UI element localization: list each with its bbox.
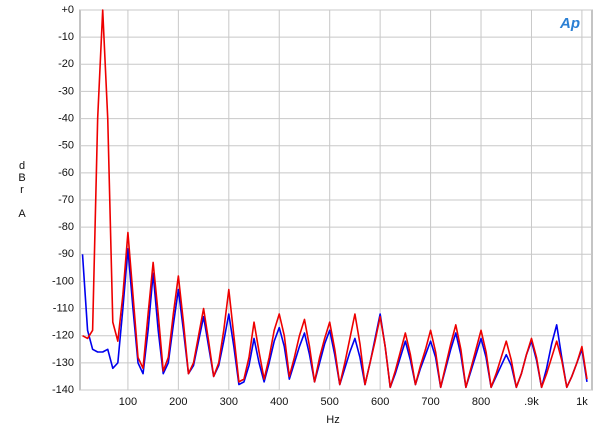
y-tick-label: -100	[52, 275, 74, 287]
x-tick-label: 500	[321, 396, 339, 408]
x-tick-label: 300	[220, 396, 238, 408]
y-tick-label: -140	[52, 384, 74, 396]
x-tick-label: 600	[371, 396, 389, 408]
x-axis-label: Hz	[326, 414, 339, 426]
y-tick-label: -20	[58, 58, 74, 70]
y-tick-label: -90	[58, 248, 74, 260]
x-tick-label: 400	[270, 396, 288, 408]
y-tick-label: -30	[58, 85, 74, 97]
y-tick-label: -50	[58, 140, 74, 152]
x-tick-label: 700	[421, 396, 439, 408]
x-tick-label: 200	[169, 396, 187, 408]
y-axis-label: dBr A	[16, 160, 28, 220]
x-tick-label: 100	[119, 396, 137, 408]
y-tick-label: -60	[58, 167, 74, 179]
y-tick-label: -130	[52, 357, 74, 369]
x-tick-label: .9k	[524, 396, 539, 408]
x-tick-label: 1k	[576, 396, 588, 408]
y-tick-label: +0	[61, 4, 74, 16]
y-tick-label: -40	[58, 112, 74, 124]
y-tick-label: -10	[58, 31, 74, 43]
y-tick-label: -120	[52, 330, 74, 342]
x-tick-label: 800	[472, 396, 490, 408]
logo: Ap	[559, 15, 580, 32]
y-tick-label: -80	[58, 221, 74, 233]
series-line	[82, 9, 588, 389]
y-tick-label: -110	[53, 302, 74, 314]
y-tick-label: -70	[58, 194, 74, 206]
